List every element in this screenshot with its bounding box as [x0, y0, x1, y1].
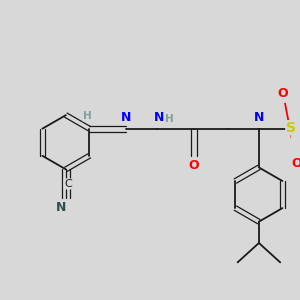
- Text: N: N: [254, 111, 264, 124]
- Text: H: H: [83, 111, 92, 121]
- Text: N: N: [56, 201, 66, 214]
- Text: N: N: [121, 111, 131, 124]
- Text: C: C: [64, 179, 72, 189]
- Text: H: H: [165, 114, 174, 124]
- Text: O: O: [278, 87, 288, 100]
- Text: N: N: [154, 111, 164, 124]
- Text: S: S: [286, 121, 296, 135]
- Text: O: O: [291, 157, 300, 170]
- Text: O: O: [189, 159, 199, 172]
